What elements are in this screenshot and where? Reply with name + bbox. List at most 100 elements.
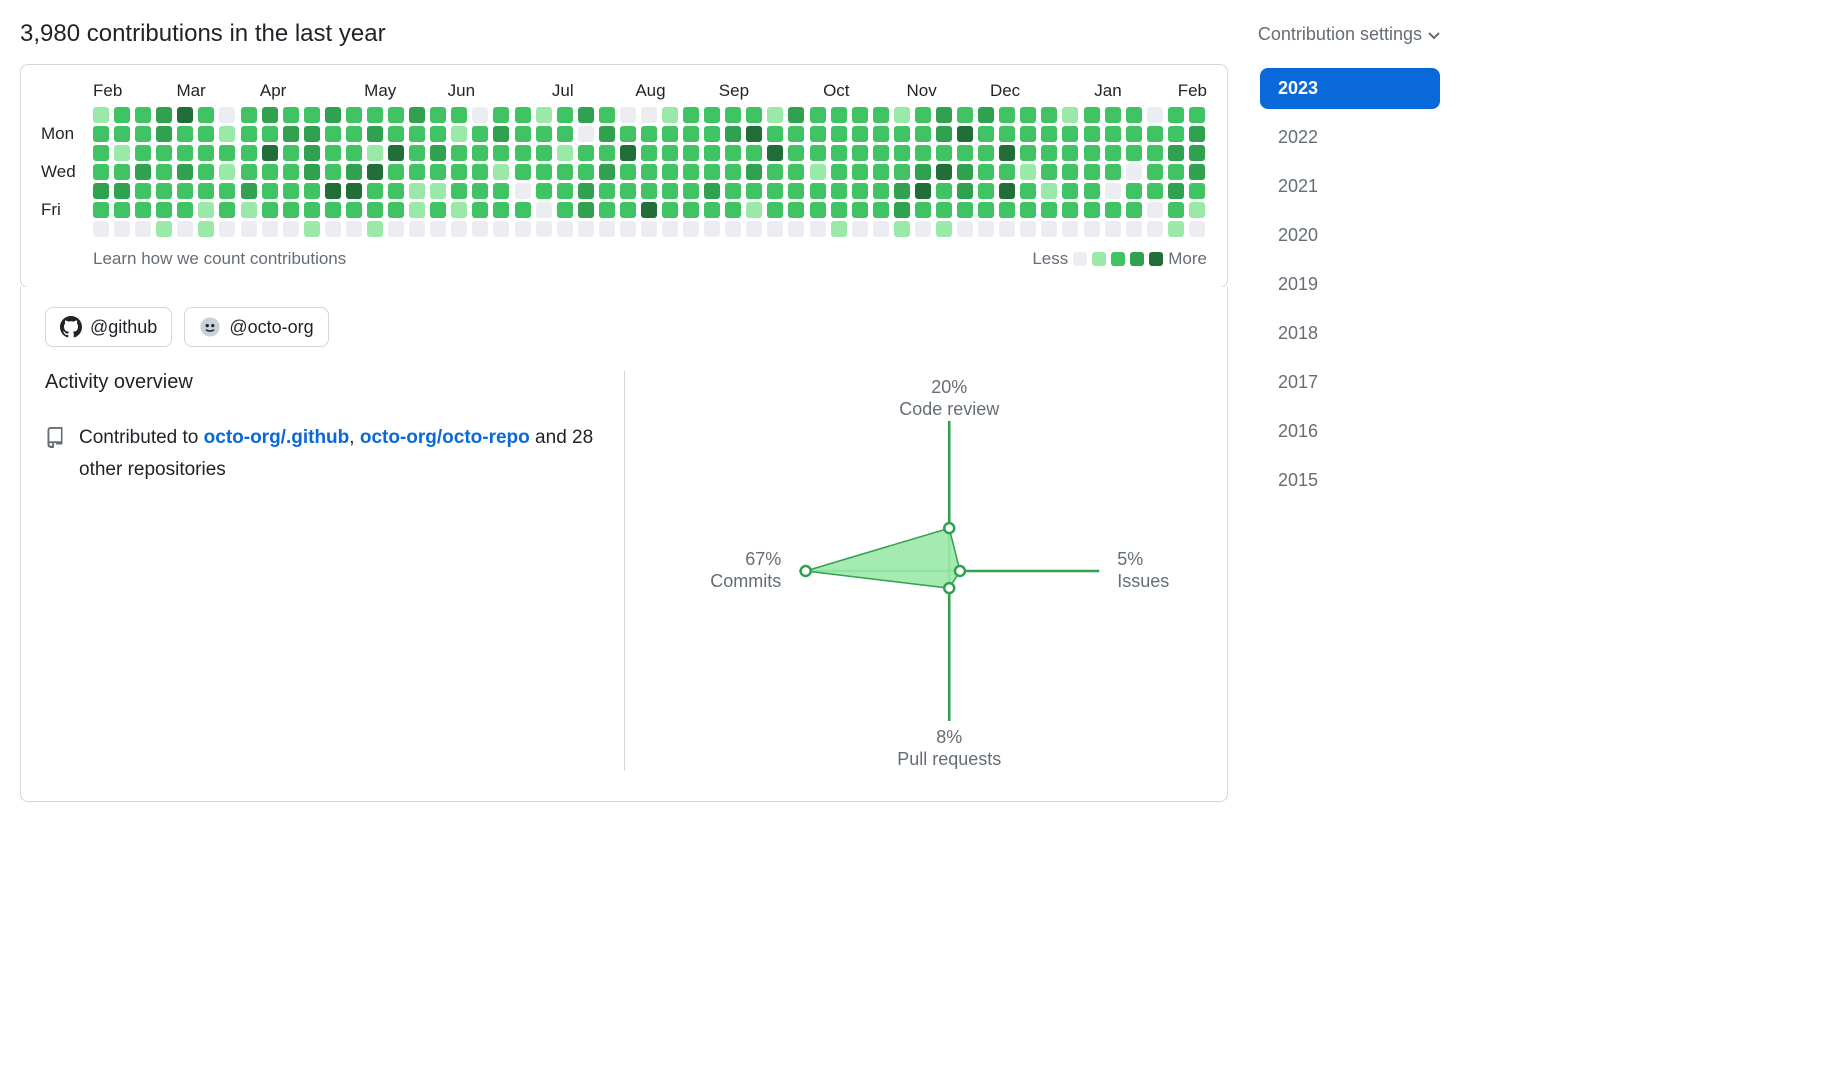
contribution-cell[interactable] bbox=[662, 221, 678, 237]
contribution-cell[interactable] bbox=[346, 164, 362, 180]
contribution-cell[interactable] bbox=[198, 164, 214, 180]
contribution-cell[interactable] bbox=[831, 221, 847, 237]
contribution-cell[interactable] bbox=[810, 164, 826, 180]
contribution-cell[interactable] bbox=[536, 126, 552, 142]
contribution-cell[interactable] bbox=[304, 107, 320, 123]
contribution-cell[interactable] bbox=[430, 202, 446, 218]
contribution-cell[interactable] bbox=[978, 126, 994, 142]
contribution-cell[interactable] bbox=[536, 183, 552, 199]
contribution-cell[interactable] bbox=[262, 221, 278, 237]
contribution-cell[interactable] bbox=[1189, 183, 1205, 199]
contribution-cell[interactable] bbox=[1041, 126, 1057, 142]
contribution-cell[interactable] bbox=[430, 107, 446, 123]
contribution-cell[interactable] bbox=[346, 183, 362, 199]
contribution-cell[interactable] bbox=[1189, 107, 1205, 123]
contribution-cell[interactable] bbox=[536, 202, 552, 218]
contribution-cell[interactable] bbox=[93, 145, 109, 161]
contribution-cell[interactable] bbox=[325, 126, 341, 142]
contribution-cell[interactable] bbox=[325, 221, 341, 237]
contribution-cell[interactable] bbox=[894, 126, 910, 142]
contribution-cell[interactable] bbox=[578, 202, 594, 218]
contribution-cell[interactable] bbox=[1020, 202, 1036, 218]
contribution-cell[interactable] bbox=[810, 221, 826, 237]
contribution-cell[interactable] bbox=[241, 221, 257, 237]
contribution-cell[interactable] bbox=[1189, 126, 1205, 142]
contribution-cell[interactable] bbox=[346, 107, 362, 123]
contribution-cell[interactable] bbox=[304, 164, 320, 180]
contribution-cell[interactable] bbox=[493, 221, 509, 237]
contribution-cell[interactable] bbox=[557, 221, 573, 237]
contribution-cell[interactable] bbox=[999, 145, 1015, 161]
contribution-cell[interactable] bbox=[388, 202, 404, 218]
contribution-cell[interactable] bbox=[536, 107, 552, 123]
contribution-cell[interactable] bbox=[1105, 221, 1121, 237]
contribution-cell[interactable] bbox=[620, 164, 636, 180]
contribution-cell[interactable] bbox=[831, 107, 847, 123]
contribution-cell[interactable] bbox=[472, 183, 488, 199]
contribution-cell[interactable] bbox=[93, 126, 109, 142]
contribution-cell[interactable] bbox=[978, 145, 994, 161]
contribution-cell[interactable] bbox=[1062, 164, 1078, 180]
contribution-cell[interactable] bbox=[852, 202, 868, 218]
contribution-cell[interactable] bbox=[198, 107, 214, 123]
contribution-cell[interactable] bbox=[936, 145, 952, 161]
contribution-cell[interactable] bbox=[1126, 145, 1142, 161]
contribution-cell[interactable] bbox=[493, 126, 509, 142]
contribution-cell[interactable] bbox=[409, 221, 425, 237]
contribution-cell[interactable] bbox=[262, 126, 278, 142]
contribution-cell[interactable] bbox=[241, 145, 257, 161]
contribution-cell[interactable] bbox=[683, 202, 699, 218]
contribution-cell[interactable] bbox=[93, 183, 109, 199]
contribution-cell[interactable] bbox=[683, 107, 699, 123]
contribution-cell[interactable] bbox=[515, 145, 531, 161]
contribution-cell[interactable] bbox=[93, 202, 109, 218]
contribution-cell[interactable] bbox=[219, 126, 235, 142]
contribution-cell[interactable] bbox=[557, 202, 573, 218]
contribution-cell[interactable] bbox=[198, 126, 214, 142]
contribution-cell[interactable] bbox=[114, 145, 130, 161]
contribution-cell[interactable] bbox=[515, 202, 531, 218]
contribution-cell[interactable] bbox=[662, 145, 678, 161]
repo-link-1[interactable]: octo-org/octo-repo bbox=[360, 427, 530, 448]
contribution-cell[interactable] bbox=[304, 221, 320, 237]
contribution-cell[interactable] bbox=[283, 221, 299, 237]
year-button[interactable]: 2020 bbox=[1260, 215, 1440, 256]
contribution-cell[interactable] bbox=[788, 164, 804, 180]
contribution-cell[interactable] bbox=[304, 126, 320, 142]
contribution-cell[interactable] bbox=[325, 145, 341, 161]
contribution-cell[interactable] bbox=[409, 145, 425, 161]
contribution-cell[interactable] bbox=[873, 164, 889, 180]
contribution-cell[interactable] bbox=[810, 126, 826, 142]
contribution-cell[interactable] bbox=[957, 126, 973, 142]
contribution-cell[interactable] bbox=[873, 221, 889, 237]
contribution-cell[interactable] bbox=[219, 164, 235, 180]
contribution-cell[interactable] bbox=[852, 183, 868, 199]
contribution-cell[interactable] bbox=[852, 145, 868, 161]
contribution-cell[interactable] bbox=[936, 183, 952, 199]
contribution-cell[interactable] bbox=[219, 202, 235, 218]
contribution-cell[interactable] bbox=[725, 107, 741, 123]
contribution-cell[interactable] bbox=[177, 164, 193, 180]
contribution-cell[interactable] bbox=[767, 126, 783, 142]
contribution-cell[interactable] bbox=[135, 164, 151, 180]
contribution-cell[interactable] bbox=[1147, 202, 1163, 218]
contribution-cell[interactable] bbox=[1105, 145, 1121, 161]
contribution-cell[interactable] bbox=[894, 202, 910, 218]
contribution-cell[interactable] bbox=[1189, 221, 1205, 237]
contribution-cell[interactable] bbox=[304, 202, 320, 218]
contribution-cell[interactable] bbox=[1126, 126, 1142, 142]
contribution-cell[interactable] bbox=[241, 183, 257, 199]
contribution-cell[interactable] bbox=[219, 107, 235, 123]
contribution-settings-dropdown[interactable]: Contribution settings bbox=[1258, 24, 1440, 45]
contribution-cell[interactable] bbox=[430, 145, 446, 161]
contribution-cell[interactable] bbox=[936, 107, 952, 123]
contribution-cell[interactable] bbox=[1147, 183, 1163, 199]
contribution-cell[interactable] bbox=[409, 107, 425, 123]
contribution-cell[interactable] bbox=[1147, 221, 1163, 237]
contribution-cell[interactable] bbox=[177, 202, 193, 218]
contribution-cell[interactable] bbox=[1105, 164, 1121, 180]
contribution-cell[interactable] bbox=[325, 183, 341, 199]
contribution-cell[interactable] bbox=[767, 164, 783, 180]
contribution-cell[interactable] bbox=[409, 202, 425, 218]
contribution-cell[interactable] bbox=[388, 145, 404, 161]
